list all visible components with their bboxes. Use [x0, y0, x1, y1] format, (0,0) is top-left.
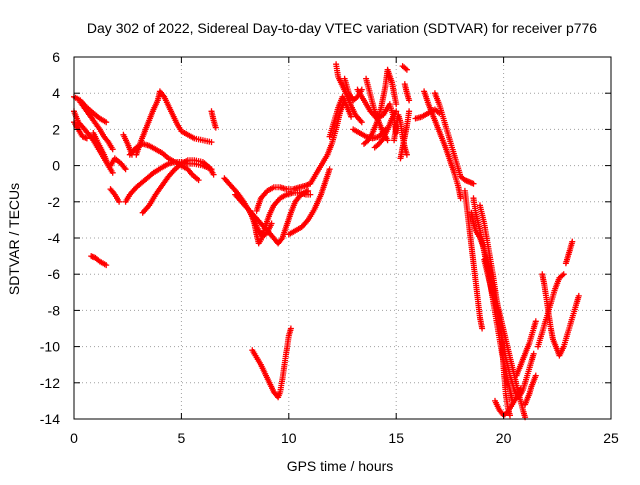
data-points: [139, 157, 217, 216]
series-arc-16: [232, 187, 312, 247]
y-tick-label: 6: [52, 49, 60, 65]
data-points: [232, 187, 312, 247]
data-layer: [71, 61, 582, 421]
series-arc-44: [522, 372, 539, 408]
series-arc-28: [371, 108, 400, 151]
data-points: [562, 238, 576, 267]
tick-marks: [73, 56, 612, 420]
data-points: [285, 166, 333, 238]
series-arc-06: [88, 253, 110, 269]
data-points: [88, 253, 110, 269]
y-tick-label: 2: [52, 121, 60, 137]
series-arc-22: [333, 61, 365, 126]
series-arc-08: [107, 186, 123, 205]
series-arc-07: [107, 155, 129, 173]
data-points: [77, 99, 116, 153]
y-tick-label: 4: [52, 85, 60, 101]
series-arc-17: [247, 189, 314, 247]
series-arc-35: [431, 90, 464, 180]
data-points: [361, 66, 400, 147]
series-arc-34: [421, 88, 464, 202]
data-points: [107, 155, 129, 173]
series-arc-42: [492, 385, 524, 419]
data-points: [326, 93, 355, 140]
data-points: [522, 372, 539, 408]
data-points: [401, 81, 413, 104]
series-arc-10: [122, 159, 215, 205]
y-tick-label: -6: [48, 266, 61, 282]
series-arc-12: [133, 88, 215, 158]
x-tick-label: 10: [281, 430, 297, 446]
data-points: [539, 271, 582, 359]
series-arc-18: [253, 97, 348, 214]
series-arc-47: [562, 238, 576, 267]
series-arc-03: [77, 99, 116, 153]
y-tick-label: -4: [48, 230, 61, 246]
data-points: [122, 159, 215, 205]
data-points: [249, 325, 294, 401]
series-arc-30: [399, 63, 410, 73]
data-points: [90, 130, 116, 176]
data-points: [461, 187, 486, 332]
y-tick-label: -2: [48, 194, 61, 210]
series-arc-31: [401, 81, 413, 104]
data-points: [333, 61, 365, 126]
x-tick-labels: 0 5 10 15 20 25: [70, 430, 619, 446]
x-tick-label: 5: [178, 430, 186, 446]
data-points: [208, 108, 219, 131]
series-arc-43: [513, 318, 539, 379]
series-arc-21: [326, 93, 355, 140]
data-points: [371, 108, 400, 151]
data-points: [431, 90, 464, 180]
series-arc-27: [361, 66, 400, 147]
data-points: [481, 256, 537, 401]
grid: [74, 57, 611, 419]
series-arc-41: [481, 256, 537, 401]
y-tick-label: -12: [40, 375, 60, 391]
x-axis-title: GPS time / hours: [287, 458, 394, 474]
data-points: [133, 88, 215, 158]
y-tick-labels: -14 -12 -10 -8 -6 -4 -2 0 2 4 6: [40, 49, 60, 427]
data-points: [247, 189, 314, 247]
x-tick-label: 25: [603, 430, 619, 446]
data-points: [397, 108, 413, 162]
series-arc-37: [461, 187, 486, 332]
y-tick-label: 0: [52, 158, 60, 174]
y-tick-label: -14: [40, 411, 60, 427]
chart-title: Day 302 of 2022, Sidereal Day-to-day VTE…: [87, 20, 597, 36]
y-tick-label: -8: [48, 302, 61, 318]
series-arc-19: [285, 166, 333, 238]
series-arc-20: [249, 325, 294, 401]
data-points: [107, 186, 123, 205]
data-points: [492, 385, 524, 419]
x-tick-label: 0: [70, 430, 78, 446]
y-tick-label: -10: [40, 339, 60, 355]
x-tick-label: 15: [388, 430, 404, 446]
data-points: [399, 63, 410, 73]
data-points: [421, 88, 464, 202]
data-points: [513, 318, 539, 379]
series-arc-13: [139, 157, 217, 216]
series-arc-14: [208, 108, 219, 131]
data-points: [253, 97, 348, 214]
series-arc-32: [397, 108, 413, 162]
series-arc-36: [457, 173, 477, 187]
data-points: [457, 173, 477, 187]
series-arc-05: [90, 130, 116, 176]
x-tick-label: 20: [496, 430, 512, 446]
y-axis-title: SDTVAR / TECUs: [6, 183, 22, 295]
series-arc-46: [539, 271, 582, 359]
